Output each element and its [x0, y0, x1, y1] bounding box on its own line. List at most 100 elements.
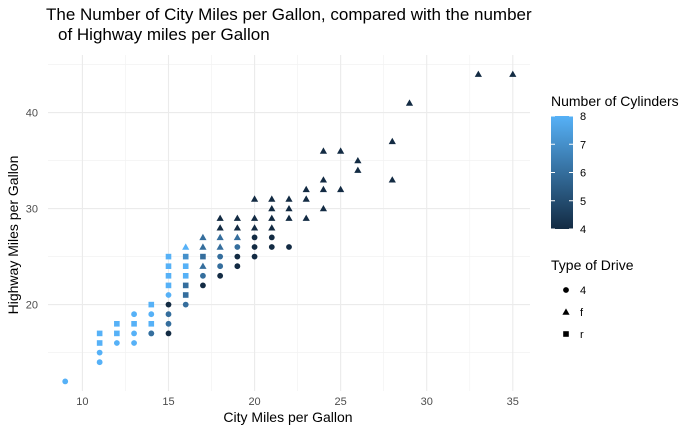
data-point	[182, 253, 189, 260]
data-point	[114, 330, 120, 337]
y-tick-labels: 20 30 40	[26, 108, 38, 312]
data-point	[268, 205, 276, 212]
data-point	[337, 185, 345, 193]
data-point	[200, 272, 206, 279]
data-point	[165, 292, 172, 298]
data-point	[509, 70, 517, 77]
data-point	[96, 349, 103, 356]
data-point	[268, 234, 275, 241]
data-point	[165, 330, 172, 337]
y-axis-title: Highway Miles per Gallon	[5, 156, 21, 315]
color-legend-label: 5	[580, 196, 586, 208]
x-tick-label: 20	[248, 396, 260, 408]
data-point	[319, 205, 328, 212]
data-point	[250, 195, 259, 202]
data-point	[148, 311, 155, 318]
color-legend-title: Number of Cylinders	[551, 93, 679, 109]
legend-key-square	[563, 331, 569, 337]
data-point	[474, 70, 482, 77]
x-tick-label: 10	[76, 396, 88, 408]
data-point	[148, 330, 155, 337]
data-point	[114, 321, 120, 327]
data-point	[216, 243, 224, 250]
data-point	[234, 263, 241, 270]
shape-legend: Type of Drive 4 fr	[551, 257, 634, 341]
shape-legend-label: 4	[580, 285, 586, 297]
y-tick-label: 30	[26, 204, 38, 216]
plot-panel	[48, 55, 530, 391]
data-point	[182, 263, 189, 269]
color-legend-ticks: 4 5 6 7 8	[551, 111, 586, 236]
data-point	[182, 243, 190, 250]
data-point	[165, 311, 172, 318]
data-point	[216, 233, 224, 241]
data-point	[148, 321, 155, 327]
data-point	[250, 224, 259, 231]
data-point	[251, 234, 258, 241]
data-point	[250, 214, 259, 221]
y-tick-label: 20	[26, 300, 38, 312]
legend-key-circle	[563, 287, 569, 293]
data-points	[62, 70, 517, 385]
major-gridlines	[48, 55, 530, 391]
data-point	[354, 157, 362, 164]
data-point	[286, 244, 292, 250]
data-point	[302, 195, 310, 202]
data-point	[165, 282, 172, 289]
color-legend: Number of Cylinders 4 5 6 7 8	[551, 93, 679, 236]
data-point	[388, 176, 396, 183]
data-point	[319, 185, 328, 193]
data-point	[268, 224, 276, 231]
color-bar	[551, 116, 573, 229]
data-point	[217, 253, 224, 260]
data-point	[182, 292, 189, 298]
data-point	[354, 166, 362, 173]
data-point	[165, 301, 172, 308]
data-point	[217, 263, 224, 270]
data-point	[217, 272, 224, 279]
data-point	[268, 214, 276, 221]
data-point	[165, 273, 172, 279]
color-legend-label: 4	[580, 224, 586, 236]
chart-title-line-2: of Highway miles per Gallon	[58, 25, 270, 44]
data-point	[388, 137, 396, 145]
data-point	[285, 195, 293, 202]
chart-title-line-1: The Number of City Miles per Gallon, com…	[46, 5, 532, 24]
data-point	[148, 301, 155, 308]
data-point	[216, 214, 224, 221]
data-point	[200, 282, 206, 289]
data-point	[165, 320, 172, 327]
x-axis-title: City Miles per Gallon	[223, 409, 352, 425]
data-point	[216, 224, 224, 231]
data-point	[131, 330, 137, 337]
data-point	[199, 262, 207, 269]
data-point	[234, 253, 241, 260]
shape-legend-label: r	[580, 329, 584, 341]
legend-key-triangle	[562, 308, 570, 315]
data-point	[234, 244, 241, 250]
data-point	[182, 301, 189, 308]
data-point	[62, 378, 69, 385]
data-point	[337, 147, 345, 154]
data-point	[199, 243, 207, 250]
data-point	[96, 330, 103, 337]
data-point	[302, 185, 310, 193]
data-point	[268, 195, 276, 202]
color-legend-label: 6	[580, 168, 586, 180]
y-tick-label: 40	[26, 108, 38, 120]
color-legend-label: 7	[580, 139, 586, 151]
data-point	[302, 214, 310, 221]
data-point	[405, 99, 414, 106]
shape-legend-label: f	[580, 307, 584, 319]
data-point	[251, 253, 258, 260]
data-point	[165, 263, 172, 269]
data-point	[268, 244, 275, 250]
x-tick-label: 15	[162, 396, 174, 408]
x-tick-label: 25	[335, 396, 347, 408]
data-point	[233, 224, 241, 231]
shape-legend-items: 4 fr	[562, 285, 586, 341]
minor-gridlines	[48, 55, 530, 391]
data-point	[96, 359, 103, 366]
data-point	[113, 340, 120, 346]
